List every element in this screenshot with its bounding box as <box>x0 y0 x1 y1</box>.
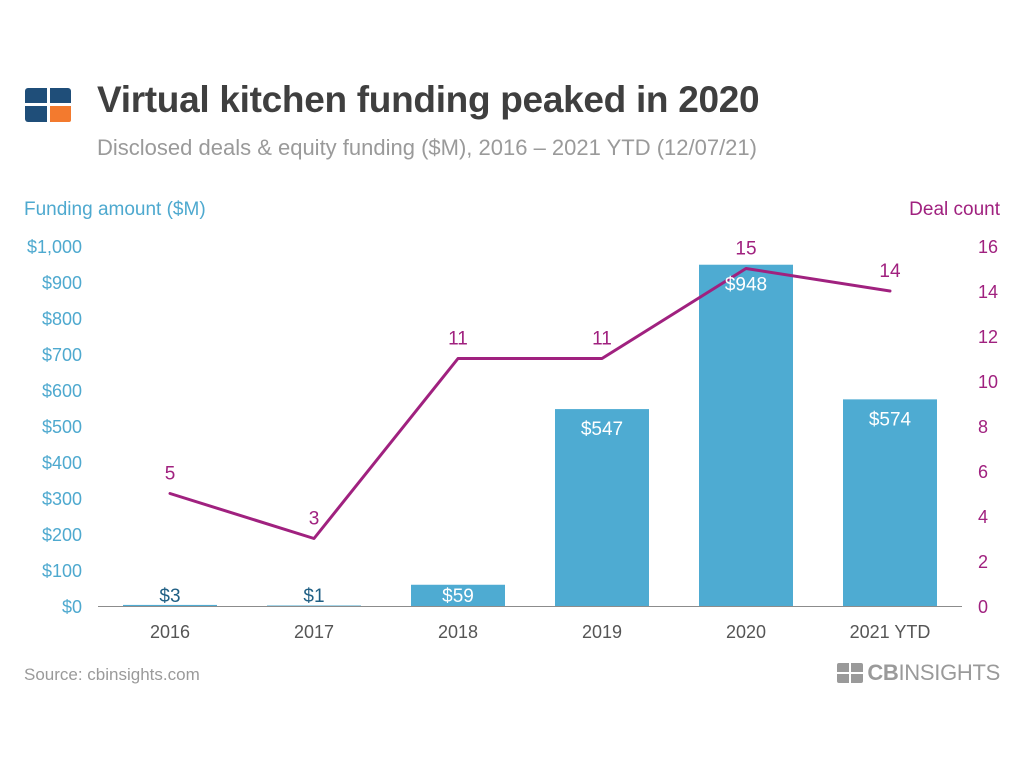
bar-2017 <box>267 605 361 606</box>
bar-2021-ytd <box>843 399 937 606</box>
deal-count-label: 5 <box>165 464 176 485</box>
x-tick-label: 2018 <box>438 622 478 642</box>
cb-insights-logo-icon <box>25 88 71 122</box>
left-tick-label: $100 <box>42 561 82 581</box>
right-tick-label: 8 <box>978 417 988 437</box>
right-tick-label: 12 <box>978 327 998 347</box>
right-tick-label: 14 <box>978 282 998 302</box>
left-tick-label: $1,000 <box>27 237 82 257</box>
bar-2018 <box>411 584 505 606</box>
deal-count-label: 11 <box>448 329 468 350</box>
x-tick-label: 2016 <box>150 622 190 642</box>
bar-value-label: $547 <box>581 419 623 440</box>
left-tick-label: $800 <box>42 309 82 329</box>
cb-insights-brand: CBINSIGHTS <box>837 660 1000 686</box>
right-axis-title: Deal count <box>909 199 1000 220</box>
right-tick-label: 4 <box>978 507 988 527</box>
bar-2020 <box>699 264 793 606</box>
x-tick-label: 2017 <box>294 622 334 642</box>
brand-insights: INSIGHTS <box>898 660 1001 685</box>
bar-2016 <box>123 604 217 606</box>
deal-count-label: 15 <box>735 239 756 260</box>
left-tick-label: $500 <box>42 417 82 437</box>
deal-count-label: 14 <box>879 261 901 282</box>
left-tick-label: $400 <box>42 453 82 473</box>
left-tick-label: $300 <box>42 489 82 509</box>
right-tick-label: 2 <box>978 552 988 572</box>
deal-count-line <box>168 267 892 540</box>
bar-value-label: $59 <box>442 586 474 607</box>
right-tick-label: 16 <box>978 237 998 257</box>
brand-cb: CB <box>867 660 899 685</box>
bar-value-label: $574 <box>869 409 912 430</box>
chart-title: Virtual kitchen funding peaked in 2020 <box>97 79 760 120</box>
bar-value-label: $948 <box>725 275 767 296</box>
left-tick-label: $700 <box>42 345 82 365</box>
bar-value-label: $1 <box>303 586 324 607</box>
right-tick-label: 6 <box>978 462 988 482</box>
source-note: Source: cbinsights.com <box>24 665 200 684</box>
right-tick-label: 0 <box>978 597 988 617</box>
deal-count-label: 11 <box>592 329 612 350</box>
deal-count-label: 3 <box>309 509 320 530</box>
left-tick-label: $900 <box>42 273 82 293</box>
x-tick-label: 2019 <box>582 622 622 642</box>
bar-2019 <box>555 409 649 606</box>
x-tick-label: 2021 YTD <box>850 622 931 642</box>
chart-subtitle: Disclosed deals & equity funding ($M), 2… <box>97 135 757 160</box>
right-tick-label: 10 <box>978 372 998 392</box>
left-tick-label: $600 <box>42 381 82 401</box>
x-tick-label: 2020 <box>726 622 766 642</box>
cb-insights-brand-icon <box>837 663 864 683</box>
left-axis-title: Funding amount ($M) <box>24 199 206 220</box>
left-tick-label: $200 <box>42 525 82 545</box>
left-tick-label: $0 <box>62 597 82 617</box>
bar-value-label: $3 <box>159 586 180 607</box>
